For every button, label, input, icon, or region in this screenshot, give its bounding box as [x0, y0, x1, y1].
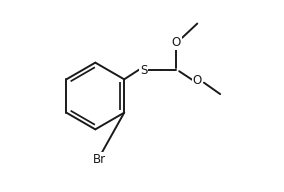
Text: O: O — [172, 36, 181, 49]
Text: S: S — [140, 64, 147, 77]
Text: Br: Br — [93, 153, 106, 166]
Text: O: O — [193, 74, 202, 87]
